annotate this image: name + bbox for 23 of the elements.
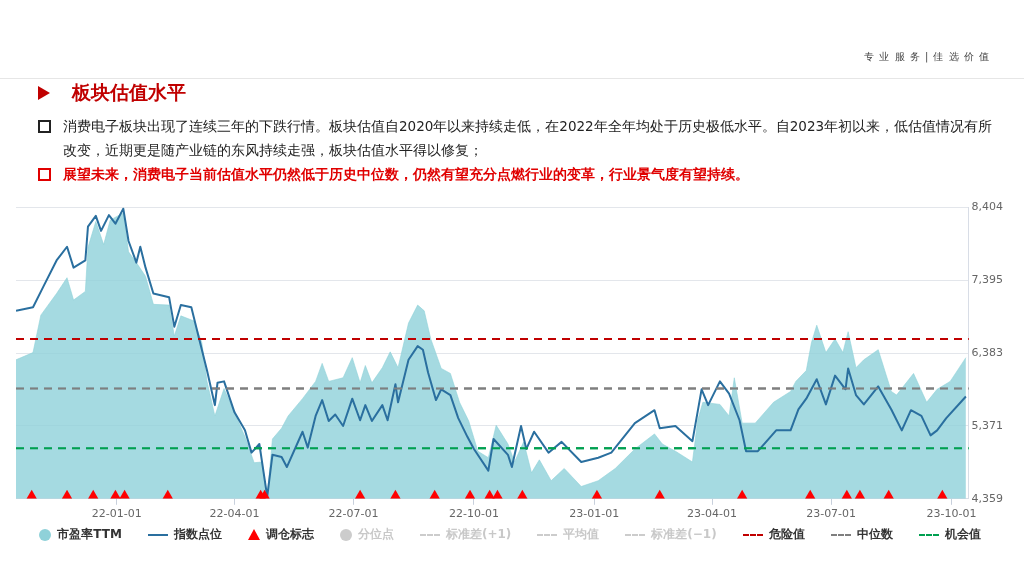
x-tick-label: 22-01-01 bbox=[91, 507, 142, 521]
y-tick-label: 8,404 bbox=[971, 200, 1004, 214]
text: 专 业 服 务 | 佳 选 价 值 bbox=[864, 50, 990, 64]
legend-label: 调仓标志 bbox=[265, 526, 314, 543]
legend-label: 指数点位 bbox=[173, 526, 222, 543]
legend-label: 机会值 bbox=[944, 526, 981, 543]
text: 展望未来，消费电子当前估值水平仍然低于历史中位数，仍然有望充分点燃行业的变革，行业景气度有望持续。 bbox=[63, 165, 749, 184]
y-tick-label: 7,395 bbox=[971, 273, 1004, 287]
x-tick-label: 23-07-01 bbox=[806, 507, 857, 521]
x-tick-label: 23-01-01 bbox=[569, 507, 620, 521]
x-tick-label: 22-04-01 bbox=[209, 507, 260, 521]
legend-label: 中位数 bbox=[856, 526, 893, 543]
y-tick-label: 6,383 bbox=[971, 345, 1004, 359]
legend-label: 市盈率TTM bbox=[57, 526, 122, 543]
x-tick-label: 23-10-01 bbox=[926, 507, 977, 521]
x-tick-label: 22-07-01 bbox=[328, 507, 379, 521]
text: 消费电子板块出现了连续三年的下跌行情。板块估值自2020年以来持续走低，在2022年全年均处于历史极低水平。自2023年初以来，低估值情况有所改变，近期更是随产业链的东风持续走强，板块估值水平得以修复； bbox=[63, 117, 994, 160]
chart-title: 板块估值水平 bbox=[72, 80, 186, 105]
legend-label: 危险值 bbox=[768, 526, 805, 543]
y-tick-label: 4,359 bbox=[971, 491, 1004, 505]
x-tick-label: 23-04-01 bbox=[687, 507, 738, 521]
y-tick-label: 5,371 bbox=[971, 418, 1004, 432]
x-tick-label: 22-10-01 bbox=[448, 507, 499, 521]
